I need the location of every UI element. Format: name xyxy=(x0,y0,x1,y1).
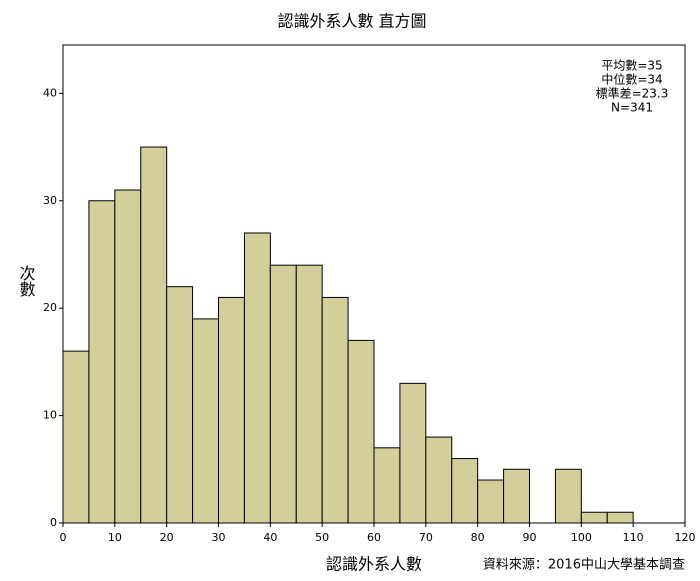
x-axis-title: 認識外系人數 xyxy=(326,555,422,574)
bar xyxy=(321,296,349,524)
bar xyxy=(166,286,194,524)
bar xyxy=(218,296,245,524)
bar xyxy=(62,350,90,524)
bar xyxy=(140,146,168,524)
bar xyxy=(606,511,634,524)
y-axis-title: 次數 xyxy=(17,265,36,297)
x-tick-label: 40 xyxy=(263,531,277,544)
bar xyxy=(503,468,531,524)
x-tick-label: 100 xyxy=(571,531,592,544)
x-tick-label: 70 xyxy=(419,531,433,544)
y-tick-label: 0 xyxy=(50,516,57,529)
stat-annotation: N=341 xyxy=(611,101,653,115)
x-tick-label: 20 xyxy=(160,531,174,544)
x-tick-label: 10 xyxy=(108,531,122,544)
y-tick-label: 30 xyxy=(43,194,57,207)
bar xyxy=(114,189,142,524)
stat-annotation: 平均數=35 xyxy=(601,59,662,73)
stat-annotation: 標準差=23.3 xyxy=(596,86,669,101)
stat-annotation: 中位數=34 xyxy=(601,72,662,87)
bar xyxy=(192,318,219,524)
chart-title: 認識外系人數 直方圖 xyxy=(277,12,426,31)
bar xyxy=(399,382,427,524)
bar xyxy=(554,468,582,524)
y-tick-label: 20 xyxy=(43,301,57,314)
x-tick-label: 30 xyxy=(212,531,226,544)
x-tick-label: 0 xyxy=(60,531,67,544)
bar xyxy=(580,511,608,524)
x-tick-label: 80 xyxy=(471,531,485,544)
bar xyxy=(373,447,401,524)
bar xyxy=(477,479,505,524)
x-tick-label: 120 xyxy=(675,531,696,544)
bar xyxy=(269,264,297,524)
bar xyxy=(243,232,271,524)
x-tick-label: 60 xyxy=(367,531,381,544)
x-tick-label: 90 xyxy=(523,531,537,544)
bar xyxy=(295,264,323,524)
bar xyxy=(425,436,453,524)
bar xyxy=(347,339,375,524)
bar xyxy=(451,458,479,524)
x-tick-label: 50 xyxy=(315,531,329,544)
x-tick-label: 110 xyxy=(623,531,644,544)
y-tick-label: 10 xyxy=(43,409,57,422)
bar xyxy=(88,200,116,524)
y-tick-label: 40 xyxy=(43,86,57,99)
source-note: 資料來源：2016中山大學基本調查 xyxy=(483,558,685,573)
